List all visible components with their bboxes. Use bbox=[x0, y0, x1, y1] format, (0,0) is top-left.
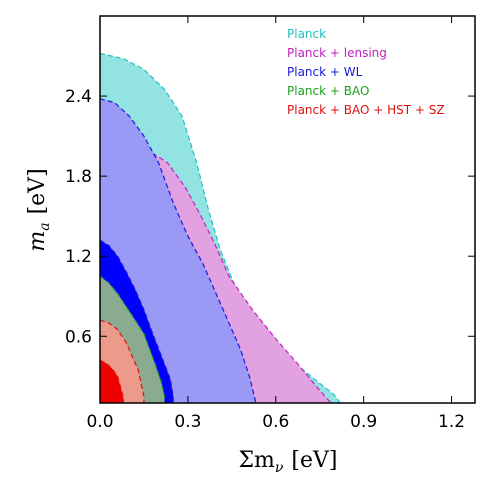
legend-entry: Planck bbox=[287, 27, 326, 41]
contour-68-line-planck-wl bbox=[100, 239, 174, 403]
contour-68-planck-bao-hst-sz bbox=[100, 360, 124, 403]
x-tick-label: 0.3 bbox=[174, 412, 201, 432]
legend-entry: Planck + BAO + HST + SZ bbox=[287, 103, 445, 117]
legend-entry: Planck + lensing bbox=[287, 46, 387, 60]
x-tick-label: 0.9 bbox=[350, 412, 377, 432]
plot-frame bbox=[99, 15, 476, 404]
contour-95-line-planck-wl bbox=[100, 98, 256, 403]
y-tick-label: 0.6 bbox=[65, 327, 92, 347]
contour-95-line-planck-bao-hst-sz bbox=[100, 319, 145, 403]
legend-entry: Planck + WL bbox=[287, 65, 363, 79]
y-tick-label: 2.4 bbox=[65, 87, 92, 107]
contour-95-line-planck bbox=[100, 52, 341, 403]
contour-68-line-planck-bao-hst-sz bbox=[100, 359, 124, 403]
legend-entry: Planck + BAO bbox=[287, 84, 369, 98]
contour-95-line-planck-lensing bbox=[100, 135, 332, 403]
y-tick-label: 1.2 bbox=[65, 247, 92, 267]
x-tick-label: 0.6 bbox=[262, 412, 289, 432]
y-tick-label: 1.8 bbox=[65, 167, 92, 187]
contour-layer bbox=[100, 52, 341, 403]
contour-95-line-planck-bao bbox=[100, 275, 166, 403]
x-tick-label: 1.2 bbox=[438, 412, 465, 432]
x-tick-label: 0.0 bbox=[86, 412, 113, 432]
y-axis-label: ma[eV] bbox=[25, 168, 53, 251]
legend: Planck Planck + lensing Planck + WL Planck … bbox=[287, 27, 445, 117]
x-axis-label: Σmν [eV] bbox=[238, 448, 337, 476]
